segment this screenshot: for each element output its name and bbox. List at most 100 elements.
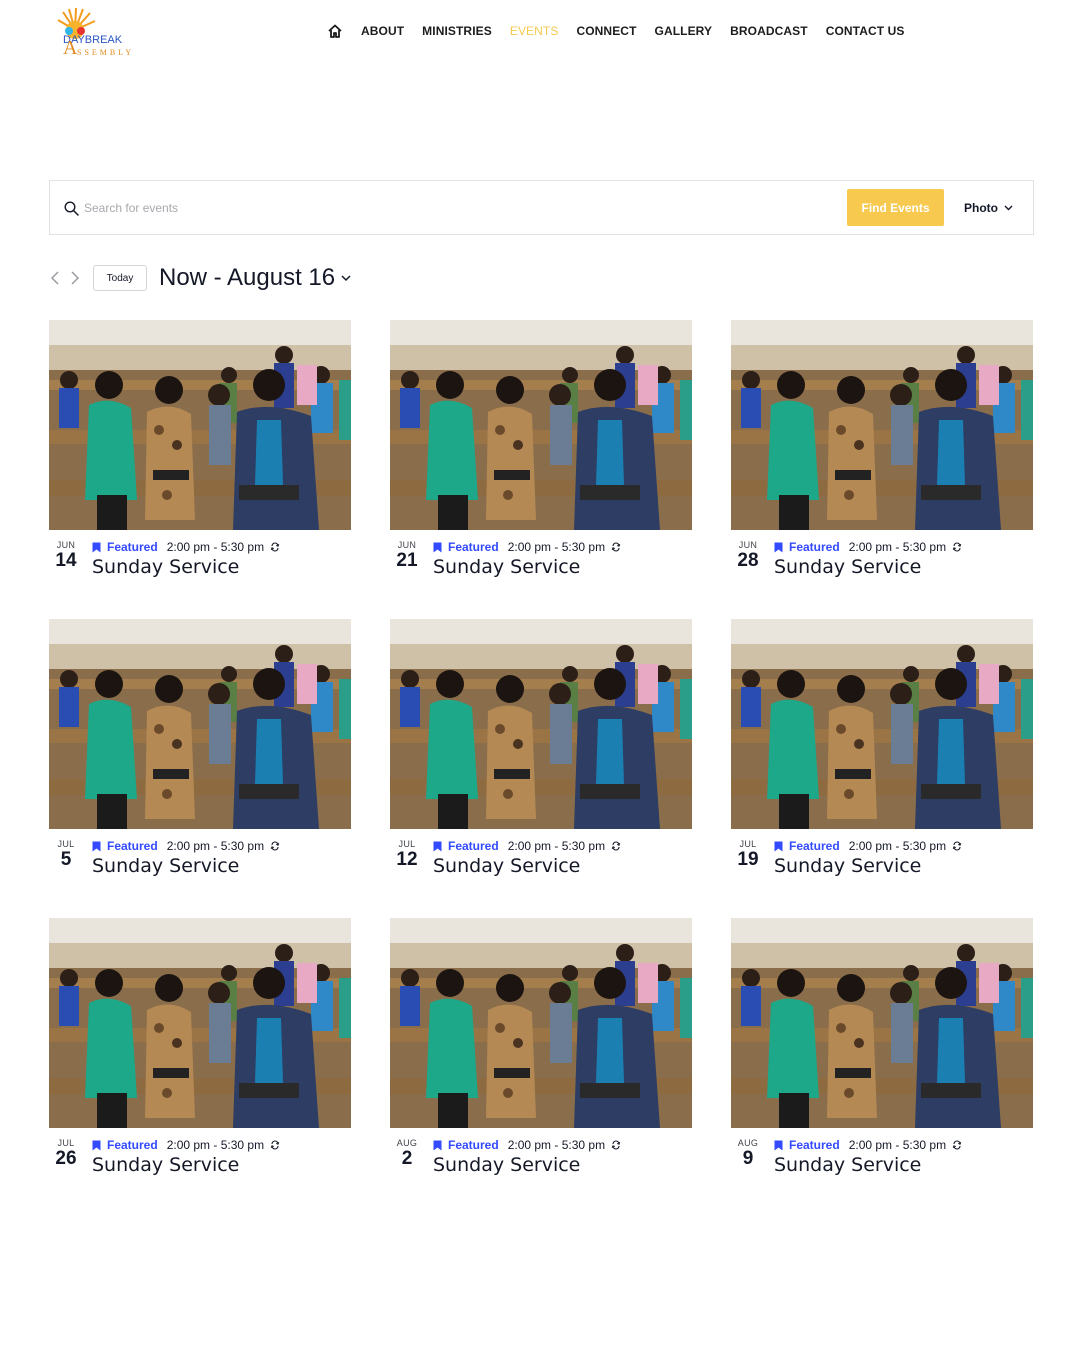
recurring-icon xyxy=(611,841,621,851)
featured-label: Featured xyxy=(107,540,158,554)
nav-ministries[interactable]: MINISTRIES xyxy=(422,24,492,38)
event-photo[interactable] xyxy=(390,619,692,829)
event-date: JUN 21 xyxy=(390,540,424,571)
event-date: JUL 26 xyxy=(49,1138,83,1169)
recurring-icon xyxy=(952,542,962,552)
bookmark-icon xyxy=(433,841,442,851)
view-selector[interactable]: Photo xyxy=(964,199,1013,217)
recurring-icon xyxy=(952,841,962,851)
event-meta: Featured 2:00 pm - 5:30 pm xyxy=(92,838,280,854)
event-photo[interactable] xyxy=(49,320,351,530)
event-photo[interactable] xyxy=(390,918,692,1128)
event-photo[interactable] xyxy=(49,619,351,829)
event-title-link[interactable]: Sunday Service xyxy=(774,1154,922,1176)
event-month: AUG xyxy=(396,1138,418,1148)
featured-label: Featured xyxy=(448,839,499,853)
event-day: 9 xyxy=(742,1148,754,1169)
event-month: JUN xyxy=(56,540,76,550)
event-title-link[interactable]: Sunday Service xyxy=(433,1154,581,1176)
event-day: 28 xyxy=(737,550,759,571)
chevron-right-icon[interactable] xyxy=(69,270,81,286)
event-card[interactable]: AUG 2 Featured 2:00 pm - 5:30 pm Sunday … xyxy=(390,918,692,1188)
bookmark-icon xyxy=(774,1140,783,1150)
event-month: JUL xyxy=(57,1138,75,1148)
event-card[interactable]: JUL 5 Featured 2:00 pm - 5:30 pm Sunday … xyxy=(49,619,351,889)
event-time: 2:00 pm - 5:30 pm xyxy=(507,1138,606,1152)
event-time: 2:00 pm - 5:30 pm xyxy=(848,1138,947,1152)
bookmark-icon xyxy=(774,841,783,851)
event-day: 2 xyxy=(401,1148,413,1169)
recurring-icon xyxy=(270,542,280,552)
event-time: 2:00 pm - 5:30 pm xyxy=(166,839,265,853)
event-time: 2:00 pm - 5:30 pm xyxy=(507,540,606,554)
featured-label: Featured xyxy=(789,540,840,554)
event-card[interactable]: JUL 19 Featured 2:00 pm - 5:30 pm Sunday… xyxy=(731,619,1033,889)
event-time: 2:00 pm - 5:30 pm xyxy=(848,540,947,554)
featured-label: Featured xyxy=(448,1138,499,1152)
chevron-left-icon[interactable] xyxy=(49,270,61,286)
event-title-link[interactable]: Sunday Service xyxy=(92,556,240,578)
events-search-bar: Find Events Photo xyxy=(49,180,1034,235)
nav-broadcast[interactable]: BROADCAST xyxy=(730,24,808,38)
featured-label: Featured xyxy=(448,540,499,554)
nav-connect[interactable]: CONNECT xyxy=(576,24,637,38)
logo-subtitle: SSEMBLY xyxy=(77,48,135,57)
event-meta: Featured 2:00 pm - 5:30 pm xyxy=(774,1137,962,1153)
site-logo[interactable]: DAYBREAK A SSEMBLY xyxy=(55,8,145,59)
event-time: 2:00 pm - 5:30 pm xyxy=(507,839,606,853)
event-card[interactable]: AUG 9 Featured 2:00 pm - 5:30 pm Sunday … xyxy=(731,918,1033,1188)
featured-label: Featured xyxy=(107,1138,158,1152)
logo-wordmark: DAYBREAK xyxy=(63,34,123,46)
main-nav: ABOUT MINISTRIES EVENTS CONNECT GALLERY … xyxy=(327,22,922,40)
event-photo[interactable] xyxy=(731,619,1033,829)
search-icon xyxy=(64,201,79,216)
event-date: JUL 12 xyxy=(390,839,424,870)
event-date: JUN 28 xyxy=(731,540,765,571)
featured-label: Featured xyxy=(789,1138,840,1152)
event-month: JUN xyxy=(738,540,758,550)
bookmark-icon xyxy=(433,542,442,552)
logo-letter: A xyxy=(63,37,78,59)
event-card[interactable]: JUN 21 Featured 2:00 pm - 5:30 pm Sunday… xyxy=(390,320,692,590)
event-photo[interactable] xyxy=(390,320,692,530)
event-title-link[interactable]: Sunday Service xyxy=(92,855,240,877)
event-day: 19 xyxy=(737,849,759,870)
nav-contact-us[interactable]: CONTACT US xyxy=(825,24,905,38)
date-navigation: Today Now - August 16 xyxy=(49,264,549,292)
featured-label: Featured xyxy=(107,839,158,853)
event-card[interactable]: JUL 26 Featured 2:00 pm - 5:30 pm Sunday… xyxy=(49,918,351,1188)
recurring-icon xyxy=(270,1140,280,1150)
event-card[interactable]: JUN 28 Featured 2:00 pm - 5:30 pm Sunday… xyxy=(731,320,1033,590)
today-button[interactable]: Today xyxy=(93,265,147,291)
search-input[interactable] xyxy=(84,198,684,218)
event-title-link[interactable]: Sunday Service xyxy=(433,556,581,578)
date-range-picker[interactable]: Now - August 16 xyxy=(159,264,351,292)
event-card[interactable]: JUL 12 Featured 2:00 pm - 5:30 pm Sunday… xyxy=(390,619,692,889)
chevron-down-icon xyxy=(341,274,351,281)
nav-events[interactable]: EVENTS xyxy=(509,24,559,38)
event-title-link[interactable]: Sunday Service xyxy=(92,1154,240,1176)
bookmark-icon xyxy=(92,1140,101,1150)
event-card[interactable]: JUN 14 Featured 2:00 pm - 5:30 pm Sunday… xyxy=(49,320,351,590)
event-photo[interactable] xyxy=(49,918,351,1128)
event-photo[interactable] xyxy=(731,320,1033,530)
find-events-button[interactable]: Find Events xyxy=(847,189,944,226)
view-selector-label: Photo xyxy=(964,201,998,215)
event-month: AUG xyxy=(737,1138,759,1148)
event-meta: Featured 2:00 pm - 5:30 pm xyxy=(433,539,621,555)
date-range-label: Now - August 16 xyxy=(159,264,336,291)
event-meta: Featured 2:00 pm - 5:30 pm xyxy=(433,838,621,854)
event-meta: Featured 2:00 pm - 5:30 pm xyxy=(433,1137,621,1153)
event-photo[interactable] xyxy=(731,918,1033,1128)
event-month: JUL xyxy=(398,839,416,849)
event-title-link[interactable]: Sunday Service xyxy=(433,855,581,877)
nav-gallery[interactable]: GALLERY xyxy=(654,24,713,38)
event-title-link[interactable]: Sunday Service xyxy=(774,855,922,877)
nav-about[interactable]: ABOUT xyxy=(361,24,405,38)
home-icon[interactable] xyxy=(327,23,343,39)
event-month: JUL xyxy=(739,839,757,849)
event-day: 12 xyxy=(396,849,418,870)
event-title-link[interactable]: Sunday Service xyxy=(774,556,922,578)
event-date: JUN 14 xyxy=(49,540,83,571)
bookmark-icon xyxy=(92,542,101,552)
